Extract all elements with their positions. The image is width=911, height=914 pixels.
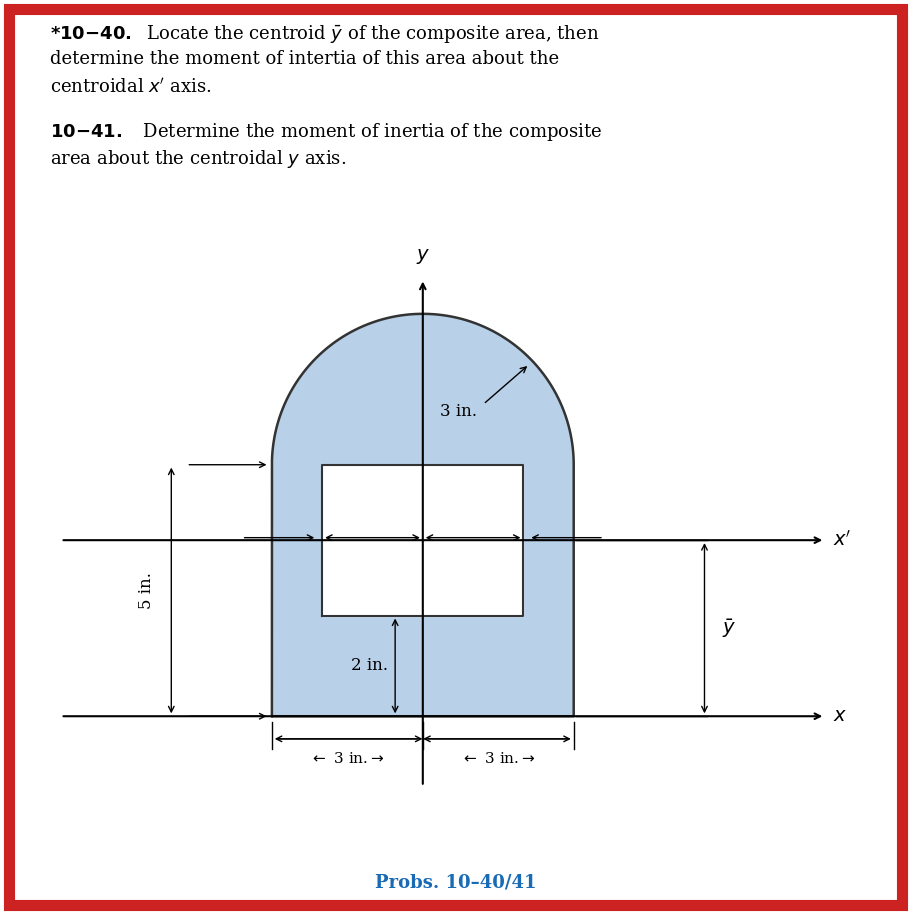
Polygon shape bbox=[322, 464, 524, 616]
Text: 1 in.: 1 in. bbox=[354, 507, 391, 524]
Text: centroidal $x'$ axis.: centroidal $x'$ axis. bbox=[50, 78, 211, 97]
Text: $x'$: $x'$ bbox=[833, 530, 851, 550]
Polygon shape bbox=[271, 314, 574, 717]
Text: $y$: $y$ bbox=[415, 247, 430, 266]
Text: 2 in.: 2 in. bbox=[352, 657, 388, 675]
Text: Probs. 10–40/41: Probs. 10–40/41 bbox=[374, 873, 537, 891]
Text: 3 in.: 3 in. bbox=[439, 403, 476, 420]
Text: $\bar{y}$: $\bar{y}$ bbox=[722, 617, 736, 640]
Text: $x$: $x$ bbox=[833, 707, 847, 725]
Text: $\bf{10{-}41.}$   Determine the moment of inertia of the composite: $\bf{10{-}41.}$ Determine the moment of … bbox=[50, 121, 602, 143]
Text: 5 in.: 5 in. bbox=[138, 572, 155, 609]
Text: $\leftarrow$ 3 in.$\rightarrow$: $\leftarrow$ 3 in.$\rightarrow$ bbox=[461, 751, 536, 767]
Text: $\bf{*10{-}40.}$  Locate the centroid $\bar{y}$ of the composite area, then: $\bf{*10{-}40.}$ Locate the centroid $\b… bbox=[50, 23, 599, 45]
Text: area about the centroidal $y$ axis.: area about the centroidal $y$ axis. bbox=[50, 148, 346, 170]
Text: determine the moment of intertia of this area about the: determine the moment of intertia of this… bbox=[50, 50, 559, 69]
Text: $\leftarrow$ 3 in.$\rightarrow$: $\leftarrow$ 3 in.$\rightarrow$ bbox=[310, 751, 384, 767]
Text: 1 in.: 1 in. bbox=[455, 507, 492, 524]
